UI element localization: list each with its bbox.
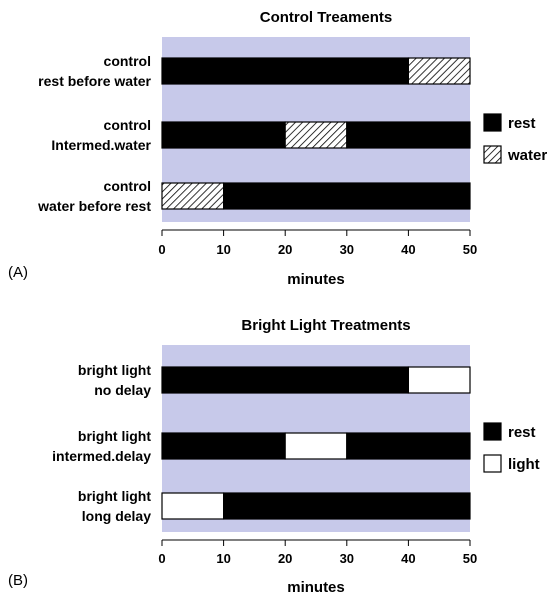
row-label: control	[104, 117, 151, 133]
row-label: bright light	[78, 428, 151, 444]
bar-row: bright light intermed.delay	[52, 428, 471, 464]
x-tick-label: 0	[158, 242, 165, 257]
legend-label-light: light	[508, 456, 540, 473]
x-tick-label: 50	[463, 551, 477, 566]
legend-label-water: water	[507, 147, 547, 164]
panel-label: (B)	[8, 572, 28, 589]
row-label: water before rest	[37, 198, 151, 214]
row-label: bright light	[78, 362, 151, 378]
bar-segment-rest	[346, 432, 471, 460]
legend-swatch-water	[483, 145, 502, 164]
x-tick-label: 40	[401, 242, 415, 257]
x-tick-label: 50	[463, 242, 477, 257]
x-tick-label: 0	[158, 551, 165, 566]
legend-swatch-rest	[483, 422, 502, 441]
row-label: Intermed.water	[51, 137, 151, 153]
bar-row: bright light no delay	[78, 362, 471, 398]
bar-segment-water	[407, 57, 471, 85]
bar-segment-rest	[161, 57, 409, 85]
row-label: control	[104, 53, 151, 69]
x-tick-label: 20	[278, 551, 292, 566]
bar-row: control rest before water	[38, 53, 471, 89]
bar-segment-rest	[346, 121, 471, 149]
row-label: no delay	[94, 382, 151, 398]
chart-panel-a: Control Treaments control rest before wate…	[8, 9, 547, 288]
bar-segment-water	[161, 182, 225, 210]
row-label: rest before water	[38, 73, 151, 89]
chart-panel-b: Bright Light Treatments bright light no de…	[8, 317, 540, 596]
bar-segment-rest	[161, 432, 286, 460]
row-label: intermed.delay	[52, 448, 151, 464]
row-label: long delay	[82, 508, 151, 524]
bar-segment-light	[407, 366, 471, 394]
bar-segment-water	[284, 121, 348, 149]
x-tick-label: 10	[216, 551, 230, 566]
bar-segment-light	[161, 492, 225, 520]
legend-label-rest: rest	[508, 115, 536, 132]
legend-swatch-light	[483, 454, 502, 473]
row-label: bright light	[78, 488, 151, 504]
x-tick-label: 20	[278, 242, 292, 257]
x-tick-label: 10	[216, 242, 230, 257]
chart-title: Bright Light Treatments	[241, 317, 410, 334]
chart-title: Control Treaments	[260, 9, 393, 26]
row-label: control	[104, 178, 151, 194]
bar-segment-rest	[223, 492, 471, 520]
bar-segment-rest	[161, 366, 409, 394]
panel-label: (A)	[8, 264, 28, 281]
bar-segment-light	[284, 432, 348, 460]
x-tick-label: 40	[401, 551, 415, 566]
legend: rest light	[483, 422, 540, 473]
x-tick-label: 30	[340, 242, 354, 257]
bar-row: control water before rest	[37, 178, 471, 214]
bar-row: control Intermed.water	[51, 117, 471, 153]
legend-label-rest: rest	[508, 424, 536, 441]
bar-row: bright light long delay	[78, 488, 471, 524]
x-axis-label: minutes	[287, 271, 345, 288]
x-axis-label: minutes	[287, 579, 345, 596]
legend-swatch-rest	[483, 113, 502, 132]
bar-segment-rest	[223, 182, 471, 210]
x-tick-label: 30	[340, 551, 354, 566]
legend: rest water	[483, 113, 547, 164]
bar-segment-rest	[161, 121, 286, 149]
